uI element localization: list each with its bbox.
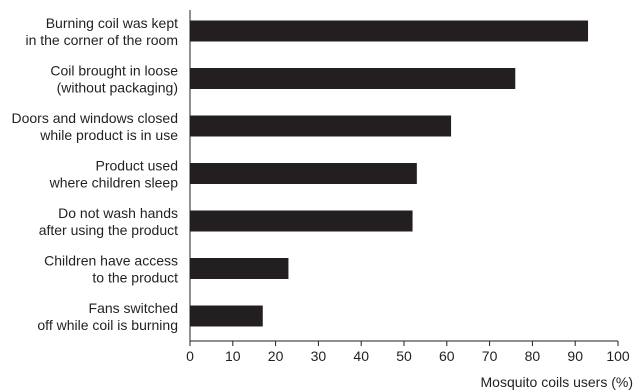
- bar: [190, 258, 289, 279]
- bars-group: [190, 20, 589, 327]
- x-tick-label: 40: [353, 348, 369, 364]
- bar: [190, 305, 263, 327]
- x-tick-label: 90: [567, 348, 583, 364]
- category-label: Fans switched off while coil is burning: [37, 300, 178, 333]
- category-label: Doors and windows closed while product is…: [11, 110, 178, 143]
- x-tick-label: 60: [439, 348, 455, 364]
- bar: [190, 163, 417, 184]
- x-tick-label: 100: [606, 348, 630, 364]
- category-label-line: where children sleep: [49, 175, 179, 191]
- category-label: Burning coil was kept in the corner of th…: [25, 15, 178, 48]
- bar: [190, 210, 413, 232]
- x-tick-label: 20: [268, 348, 284, 364]
- category-label-line: to the product: [92, 270, 178, 286]
- x-tick-label: 50: [396, 348, 412, 364]
- category-label-line: after using the product: [39, 222, 178, 238]
- category-label: Coil brought in loose (without packaging): [50, 63, 178, 96]
- x-axis-ticks: 0 10 20 30 40 50 60 70 80 90 100: [186, 341, 630, 364]
- category-label-line: Do not wash hands: [58, 205, 178, 221]
- category-label-line: Product used: [96, 158, 179, 174]
- category-label: Product used where children sleep: [49, 158, 179, 191]
- category-label: Children have access to the product: [44, 253, 178, 286]
- category-label-line: Fans switched: [89, 300, 178, 316]
- x-tick-label: 0: [186, 348, 194, 364]
- category-label: Do not wash hands after using the product: [39, 205, 178, 238]
- x-axis-title: Mosquito coils users (%): [481, 374, 634, 390]
- x-tick-label: 70: [482, 348, 498, 364]
- category-label-line: while product is in use: [39, 127, 178, 143]
- bar: [190, 68, 516, 89]
- x-tick-label: 30: [311, 348, 327, 364]
- category-labels: Burning coil was kept in the corner of th…: [11, 15, 178, 333]
- category-label-line: Coil brought in loose: [50, 63, 178, 79]
- bar: [190, 115, 452, 137]
- category-label-line: Children have access: [44, 253, 178, 269]
- category-label-line: Burning coil was kept: [46, 15, 178, 31]
- category-label-line: Doors and windows closed: [11, 110, 178, 126]
- x-tick-label: 80: [525, 348, 541, 364]
- category-label-line: in the corner of the room: [25, 32, 178, 48]
- x-tick-label: 10: [225, 348, 241, 364]
- category-label-line: off while coil is burning: [37, 317, 178, 333]
- category-label-line: (without packaging): [57, 80, 178, 96]
- bar: [190, 20, 589, 42]
